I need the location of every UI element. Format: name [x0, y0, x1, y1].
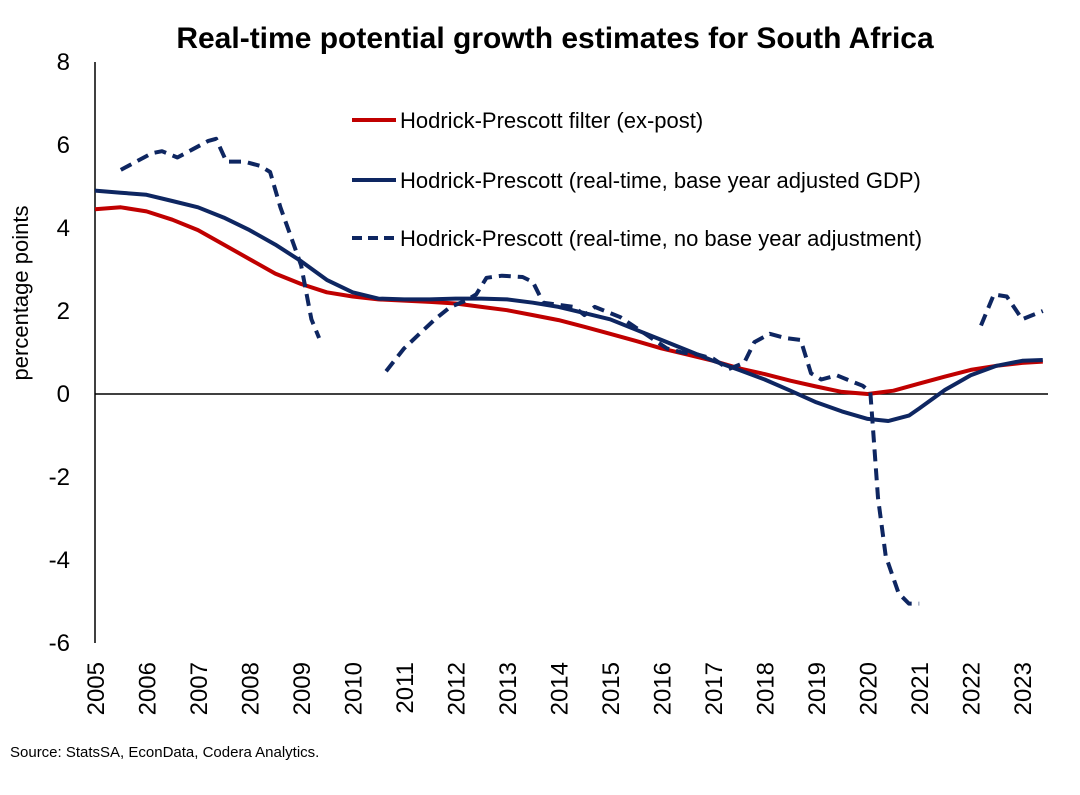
- x-tick-label: 2019: [804, 662, 831, 715]
- x-tick-label: 2012: [444, 662, 471, 715]
- series-lines: [94, 136, 1044, 606]
- axes: 8 6 4 2 0 -2 -4 -6 2005 2006 2007 2008 2009 2010 2011 2…: [49, 49, 1048, 715]
- y-tick-label: -2: [49, 464, 70, 491]
- legend-label-1: Hodrick-Prescott filter (ex-post): [400, 108, 703, 133]
- x-tick-label: 2018: [753, 662, 780, 715]
- chart-title: Real-time potential growth estimates for…: [176, 22, 934, 55]
- y-tick-label: -4: [49, 547, 70, 574]
- y-tick-label: -6: [49, 630, 70, 657]
- x-tick-label: 2010: [341, 662, 368, 715]
- series-line-1: [94, 205, 1043, 396]
- legend: Hodrick-Prescott filter (ex-post) Hodrick…: [352, 108, 922, 251]
- x-tick-label: 2021: [907, 662, 934, 715]
- y-tick-label: 8: [57, 49, 70, 76]
- legend-label-2: Hodrick-Prescott (real-time, base year a…: [400, 168, 921, 193]
- series-line-3: [979, 292, 1044, 327]
- x-tick-label: 2008: [238, 662, 265, 715]
- x-tick-label: 2023: [1010, 662, 1037, 715]
- x-tick-label: 2006: [135, 662, 162, 715]
- y-tick-label: 2: [57, 298, 70, 325]
- x-tick-label: 2014: [547, 662, 574, 715]
- source-note: Source: StatsSA, EconData, Codera Analyt…: [10, 744, 320, 761]
- x-tick-label: 2017: [701, 662, 728, 715]
- y-axis-label: percentage points: [8, 206, 33, 381]
- x-tick-label: 2011: [392, 662, 419, 714]
- y-tick-label: 6: [57, 132, 70, 159]
- chart: Real-time potential growth estimates for…: [8, 22, 1048, 715]
- x-tick-label: 2016: [650, 662, 677, 715]
- x-tick-label: 2022: [959, 662, 986, 715]
- legend-label-3: Hodrick-Prescott (real-time, no base yea…: [400, 226, 922, 251]
- y-tick-label: 0: [57, 381, 70, 408]
- x-tick-label: 2009: [289, 662, 316, 715]
- x-tick-label: 2013: [495, 662, 522, 715]
- x-tick-label: 2005: [83, 662, 110, 715]
- x-tick-label: 2015: [598, 662, 625, 715]
- series-line-3: [384, 273, 920, 606]
- series-line-3: [119, 136, 321, 339]
- y-tick-label: 4: [57, 215, 70, 242]
- x-tick-label: 2007: [186, 662, 213, 715]
- x-tick-label: 2020: [856, 662, 883, 715]
